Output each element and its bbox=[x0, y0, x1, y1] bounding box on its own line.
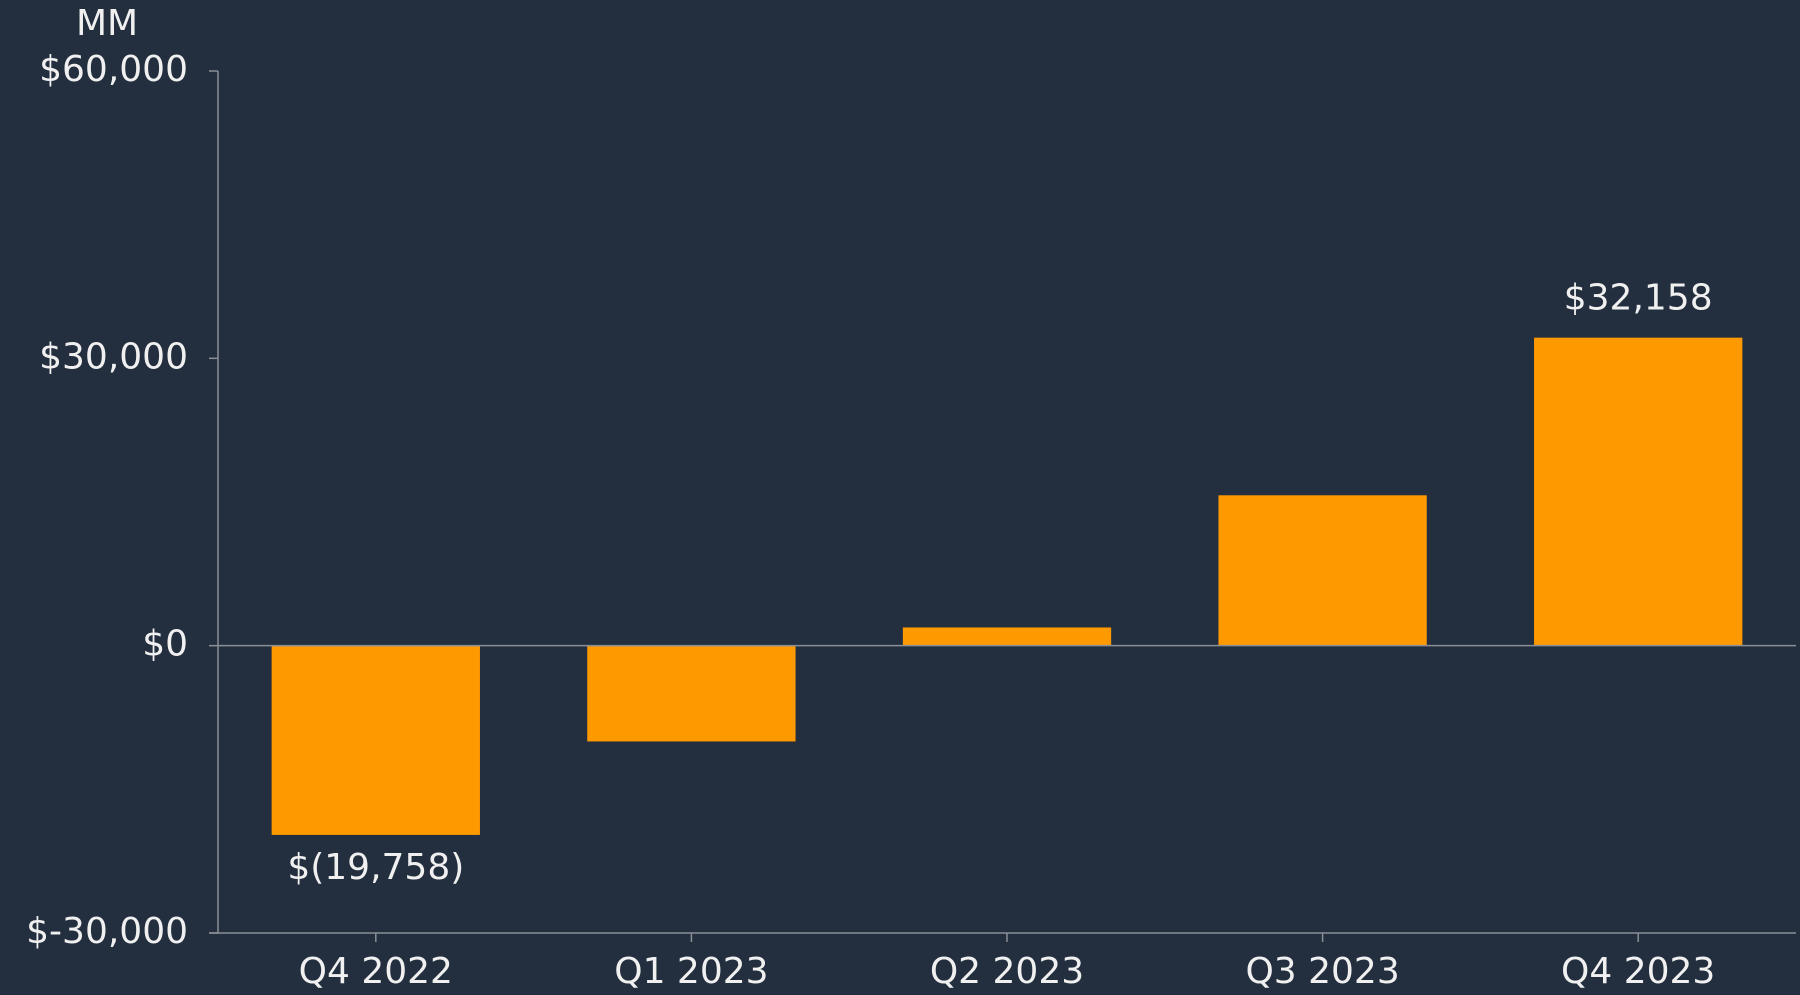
bar bbox=[587, 645, 796, 742]
x-tick-label: Q1 2023 bbox=[614, 951, 768, 992]
y-tick-label: $-30,000 bbox=[26, 911, 188, 952]
x-tick-label: Q2 2023 bbox=[930, 951, 1084, 992]
axis-unit: MM bbox=[76, 3, 138, 44]
y-tick-label: $0 bbox=[142, 624, 188, 665]
x-tick-label: Q4 2023 bbox=[1561, 951, 1715, 992]
x-tick-label: Q3 2023 bbox=[1245, 951, 1399, 992]
bar bbox=[271, 645, 480, 835]
value-label: $32,158 bbox=[1564, 278, 1713, 319]
value-label: $(19,758) bbox=[287, 847, 464, 888]
x-tick-label: Q4 2022 bbox=[299, 951, 453, 992]
y-tick-label: $30,000 bbox=[39, 336, 188, 377]
y-tick-label: $60,000 bbox=[39, 49, 188, 90]
bar bbox=[1218, 495, 1427, 646]
bar bbox=[902, 627, 1112, 646]
bar bbox=[1534, 337, 1743, 646]
